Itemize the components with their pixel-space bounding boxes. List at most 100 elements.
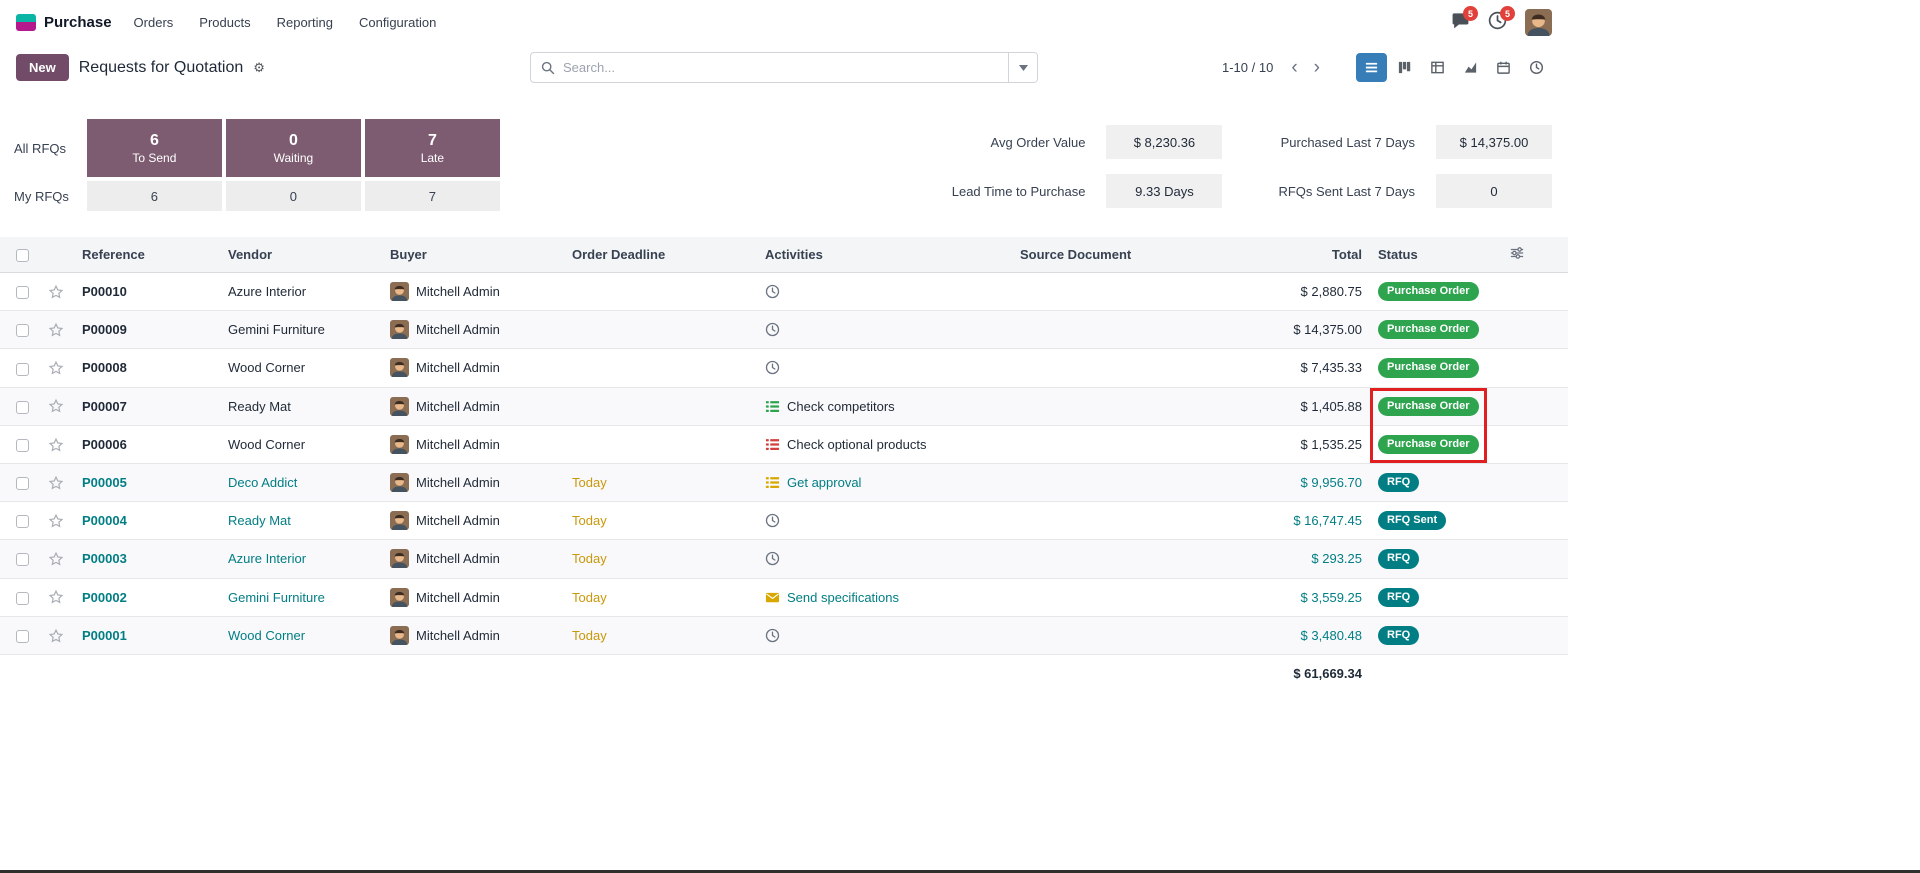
- search-input[interactable]: [561, 59, 1008, 76]
- activity-envelope-icon[interactable]: [765, 590, 780, 605]
- row-order-deadline: Today: [564, 501, 757, 541]
- favorite-star-icon[interactable]: [48, 551, 64, 566]
- nav-menu-products[interactable]: Products: [199, 14, 251, 30]
- activity-label[interactable]: Send specifications: [787, 589, 900, 605]
- row-order-deadline: [564, 310, 757, 350]
- nav-menu-orders[interactable]: Orders: [133, 14, 174, 30]
- row-source-document: [1012, 616, 1264, 655]
- row-checkbox[interactable]: [16, 629, 29, 643]
- table-row-p00010[interactable]: P00010 Azure Interior Mitchell Admin $ 2,88…: [0, 272, 1568, 312]
- activity-list-icon[interactable]: [765, 475, 780, 490]
- buyer-name: Mitchell Admin: [416, 475, 500, 491]
- activity-clock-icon[interactable]: [765, 551, 780, 566]
- card-count: 6: [149, 131, 159, 149]
- nav-menu-reporting[interactable]: Reporting: [276, 14, 333, 30]
- stat-label: Lead Time to Purchase: [951, 183, 1086, 199]
- row-status: RFQ: [1370, 539, 1502, 579]
- column-header-order-deadline[interactable]: Order Deadline: [564, 237, 757, 273]
- status-badge: Purchase Order: [1378, 396, 1479, 416]
- optional-columns-icon[interactable]: [1510, 247, 1524, 263]
- activity-clock-icon[interactable]: [765, 284, 780, 299]
- status-badge: RFQ: [1378, 549, 1420, 569]
- column-header-activities[interactable]: Activities: [757, 237, 1012, 273]
- top-navbar: Purchase Orders Products Reporting Configur…: [0, 0, 1568, 44]
- favorite-star-icon[interactable]: [48, 627, 64, 643]
- activities-button[interactable]: 5: [1488, 6, 1515, 33]
- graph-view-button[interactable]: [1454, 53, 1486, 82]
- search-dropdown-toggle[interactable]: [1008, 53, 1037, 82]
- rfq-list-table: Reference Vendor Buyer Order Deadline Ac…: [0, 237, 1568, 692]
- row-checkbox[interactable]: [16, 591, 29, 605]
- row-buyer: Mitchell Admin: [382, 310, 564, 350]
- rfq-filter-card-to-send[interactable]: 6 To Send: [86, 119, 222, 177]
- favorite-star-icon[interactable]: [48, 474, 64, 490]
- column-header-buyer[interactable]: Buyer: [382, 237, 564, 273]
- table-row-p00005[interactable]: P00005 Deco Addict Mitchell Admin Today Get …: [0, 463, 1568, 503]
- activity-list-icon[interactable]: [765, 399, 780, 414]
- favorite-star-icon[interactable]: [48, 322, 64, 337]
- favorite-star-icon[interactable]: [48, 512, 64, 528]
- select-all-checkbox[interactable]: [16, 249, 29, 263]
- column-header-reference[interactable]: Reference: [74, 237, 220, 273]
- row-checkbox[interactable]: [16, 324, 29, 338]
- row-checkbox[interactable]: [16, 400, 29, 414]
- table-row-p00002[interactable]: P00002 Gemini Furniture Mitchell Admin Toda…: [0, 578, 1568, 617]
- activity-clock-icon[interactable]: [765, 628, 780, 643]
- pivot-view-button[interactable]: [1421, 53, 1453, 82]
- column-header-vendor[interactable]: Vendor: [220, 237, 382, 273]
- activity-label[interactable]: Check competitors: [787, 398, 895, 414]
- row-reference: P00002: [74, 578, 220, 617]
- row-vendor: Ready Mat: [220, 501, 382, 541]
- user-avatar[interactable]: [1525, 8, 1552, 36]
- favorite-star-icon[interactable]: [48, 589, 64, 604]
- buyer-name: Mitchell Admin: [416, 284, 500, 300]
- column-header-total[interactable]: Total: [1264, 237, 1370, 273]
- table-row-p00009[interactable]: P00009 Gemini Furniture Mitchell Admin $ 14…: [0, 310, 1568, 350]
- row-checkbox[interactable]: [16, 286, 29, 300]
- row-checkbox[interactable]: [16, 477, 29, 491]
- table-row-p00008[interactable]: P00008 Wood Corner Mitchell Admin $ 7,435.3…: [0, 348, 1568, 388]
- new-button[interactable]: New: [16, 54, 69, 81]
- row-buyer: Mitchell Admin: [382, 348, 564, 388]
- activity-clock-icon[interactable]: [765, 360, 780, 375]
- row-checkbox[interactable]: [16, 438, 29, 452]
- row-checkbox[interactable]: [16, 362, 29, 376]
- app-name[interactable]: Purchase: [44, 13, 112, 31]
- activity-list-icon[interactable]: [765, 437, 780, 452]
- row-order-deadline: [564, 425, 757, 464]
- row-reference: P00007: [74, 387, 220, 426]
- my-rfq-count-waiting[interactable]: 0: [225, 181, 361, 211]
- odoo-logo[interactable]: [16, 13, 36, 31]
- table-row-p00007[interactable]: P00007 Ready Mat Mitchell Admin Check compe…: [0, 387, 1568, 426]
- table-row-p00004[interactable]: P00004 Ready Mat Mitchell Admin Today $ 16,7…: [0, 501, 1568, 541]
- pager-next-button[interactable]: ›: [1308, 58, 1326, 77]
- buyer-avatar: [390, 511, 409, 531]
- list-view-button[interactable]: [1355, 53, 1387, 82]
- view-settings-gear-icon[interactable]: ⚙: [253, 60, 265, 75]
- column-header-status[interactable]: Status: [1370, 237, 1502, 273]
- messages-button[interactable]: 5: [1451, 6, 1478, 33]
- activity-label[interactable]: Check optional products: [787, 436, 927, 452]
- rfq-filter-card-late[interactable]: 7 Late: [364, 119, 500, 177]
- my-rfq-count-to-send[interactable]: 6: [86, 181, 222, 211]
- calendar-view-button[interactable]: [1487, 53, 1519, 82]
- table-row-p00001[interactable]: P00001 Wood Corner Mitchell Admin Today $ 3,…: [0, 616, 1568, 655]
- activity-view-button[interactable]: [1520, 53, 1552, 82]
- pager-previous-button[interactable]: ‹: [1285, 58, 1303, 77]
- favorite-star-icon[interactable]: [48, 436, 64, 452]
- activity-clock-icon[interactable]: [765, 322, 780, 337]
- row-checkbox[interactable]: [16, 553, 29, 567]
- table-row-p00003[interactable]: P00003 Azure Interior Mitchell Admin Today $…: [0, 539, 1568, 579]
- favorite-star-icon[interactable]: [48, 398, 64, 413]
- favorite-star-icon[interactable]: [48, 283, 64, 299]
- my-rfq-count-late[interactable]: 7: [364, 181, 500, 211]
- favorite-star-icon[interactable]: [48, 360, 64, 375]
- activity-label[interactable]: Get approval: [787, 475, 862, 491]
- table-row-p00006[interactable]: P00006 Wood Corner Mitchell Admin Check opt…: [0, 425, 1568, 464]
- column-header-source-document[interactable]: Source Document: [1012, 237, 1264, 273]
- row-checkbox[interactable]: [16, 515, 29, 529]
- kanban-view-button[interactable]: [1388, 53, 1420, 82]
- rfq-filter-card-waiting[interactable]: 0 Waiting: [225, 119, 361, 177]
- activity-clock-icon[interactable]: [765, 513, 780, 528]
- nav-menu-configuration[interactable]: Configuration: [358, 14, 437, 30]
